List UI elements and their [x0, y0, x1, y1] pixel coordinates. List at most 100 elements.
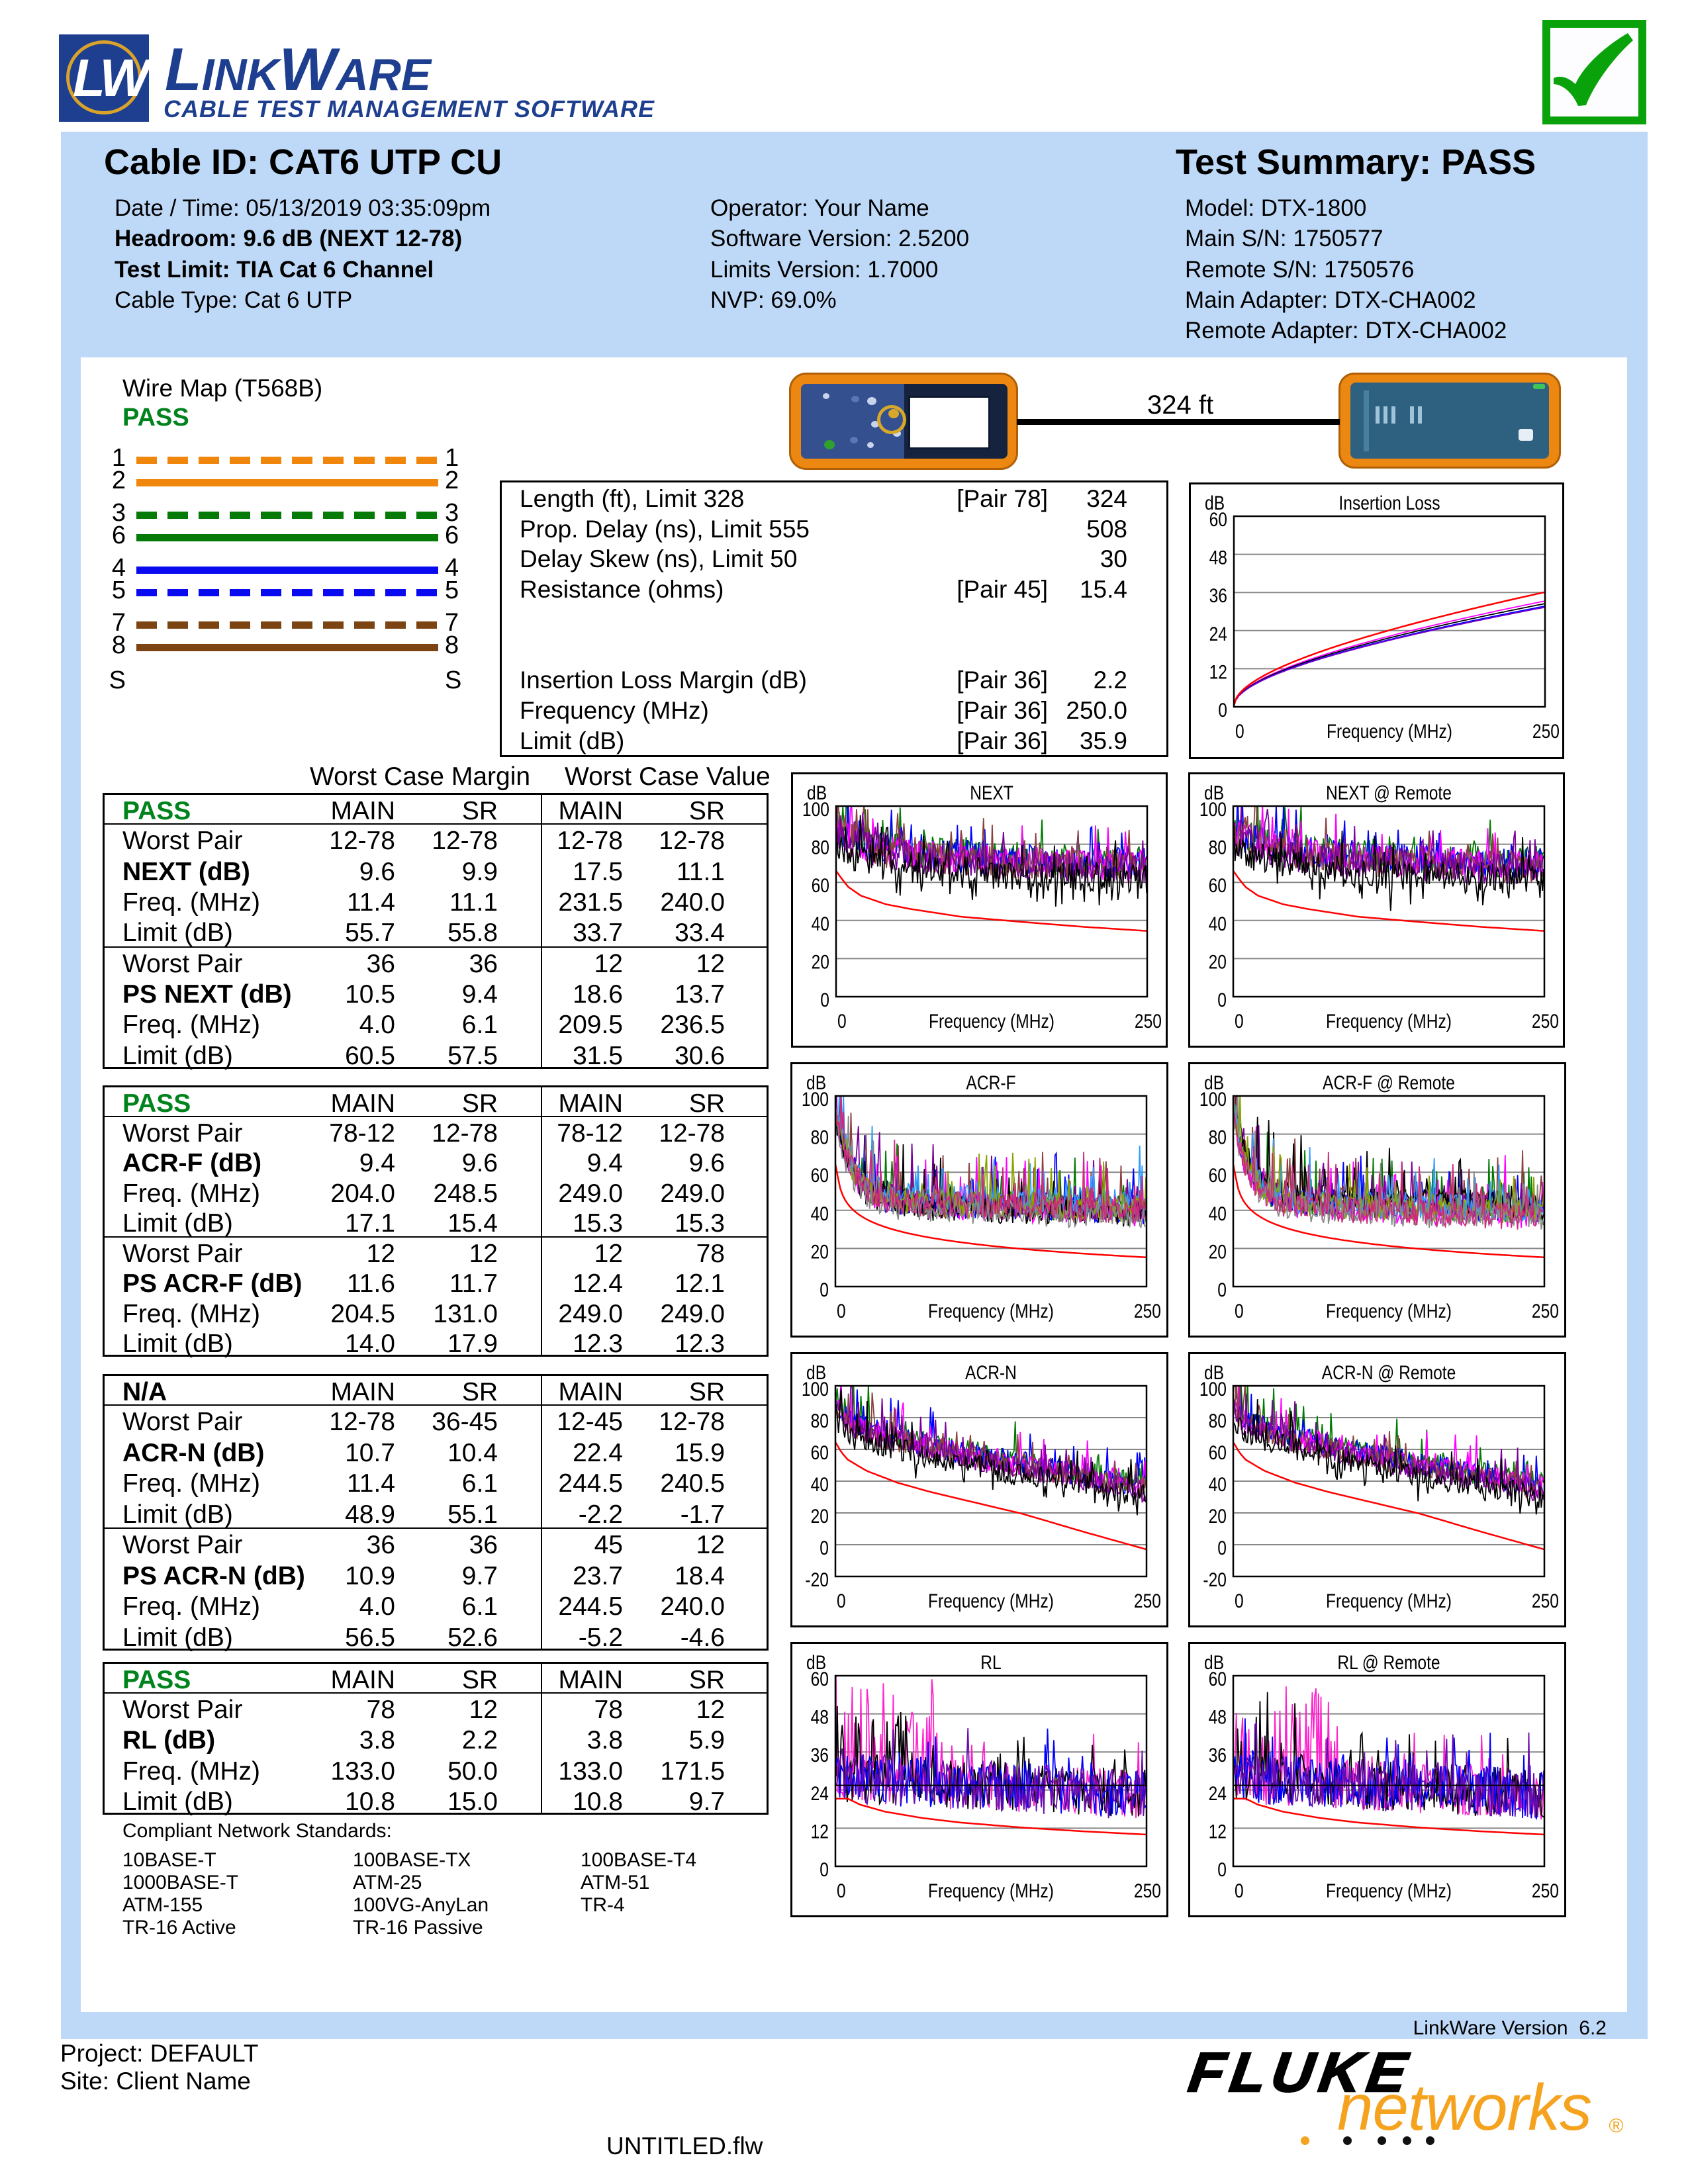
svg-text:60: 60 [1209, 508, 1227, 531]
svg-text:-20: -20 [1203, 1569, 1227, 1591]
svg-text:80: 80 [1209, 836, 1227, 858]
svg-text:20: 20 [1209, 1505, 1227, 1527]
svg-text:60: 60 [1209, 1441, 1227, 1464]
svg-text:20: 20 [812, 950, 829, 973]
svg-text:80: 80 [812, 836, 829, 858]
svg-text:dB: dB [806, 1071, 826, 1094]
svg-text:20: 20 [1209, 1240, 1227, 1263]
svg-text:ACR-N: ACR-N [965, 1361, 1017, 1384]
svg-text:12: 12 [1209, 1820, 1227, 1843]
svg-text:60: 60 [812, 874, 829, 897]
svg-text:12: 12 [1209, 660, 1227, 683]
svg-text:80: 80 [1209, 1126, 1227, 1148]
svg-text:250: 250 [1532, 1010, 1559, 1032]
svg-text:250: 250 [1134, 1300, 1161, 1322]
svg-text:48: 48 [811, 1706, 829, 1728]
svg-text:20: 20 [1209, 950, 1227, 973]
svg-text:Insertion Loss: Insertion Loss [1338, 492, 1440, 514]
svg-text:100: 100 [802, 1088, 829, 1111]
svg-text:dB: dB [1204, 1651, 1224, 1674]
svg-text:24: 24 [1209, 622, 1227, 645]
svg-text:60: 60 [811, 1441, 829, 1464]
svg-text:250: 250 [1134, 1880, 1161, 1902]
svg-text:40: 40 [811, 1473, 829, 1496]
svg-text:dB: dB [1204, 1361, 1224, 1384]
svg-text:dB: dB [806, 1651, 826, 1674]
svg-text:0: 0 [1235, 1880, 1244, 1902]
svg-text:36: 36 [811, 1744, 829, 1766]
svg-text:12: 12 [811, 1820, 829, 1843]
svg-text:60: 60 [1209, 874, 1227, 897]
svg-text:60: 60 [811, 1164, 829, 1187]
svg-text:ACR-F @ Remote: ACR-F @ Remote [1323, 1071, 1455, 1094]
svg-text:24: 24 [1209, 1782, 1227, 1804]
svg-text:0: 0 [1217, 1279, 1227, 1301]
svg-text:RL: RL [980, 1651, 1001, 1674]
svg-text:100: 100 [802, 1378, 829, 1400]
svg-text:-20: -20 [805, 1569, 829, 1591]
svg-text:48: 48 [1209, 1706, 1227, 1728]
svg-text:250: 250 [1532, 720, 1560, 743]
svg-text:20: 20 [811, 1505, 829, 1527]
svg-text:dB: dB [1204, 782, 1224, 804]
svg-text:36: 36 [1209, 1744, 1227, 1766]
svg-text:Frequency (MHz): Frequency (MHz) [928, 1880, 1054, 1902]
svg-text:40: 40 [811, 1202, 829, 1224]
svg-text:NEXT @ Remote: NEXT @ Remote [1326, 782, 1452, 804]
svg-text:Frequency (MHz): Frequency (MHz) [1326, 1010, 1452, 1032]
svg-text:0: 0 [1217, 1537, 1227, 1559]
svg-text:dB: dB [807, 782, 827, 804]
svg-text:ACR-F: ACR-F [966, 1071, 1015, 1094]
svg-text:100: 100 [1199, 798, 1227, 821]
svg-text:0: 0 [820, 1279, 829, 1301]
svg-text:100: 100 [802, 798, 829, 821]
svg-text:Frequency (MHz): Frequency (MHz) [929, 1010, 1055, 1032]
svg-text:0: 0 [1235, 1300, 1244, 1322]
svg-text:0: 0 [1235, 720, 1244, 743]
svg-text:40: 40 [1209, 912, 1227, 934]
svg-text:RL @ Remote: RL @ Remote [1337, 1651, 1440, 1674]
svg-text:60: 60 [1209, 1668, 1227, 1690]
svg-text:dB: dB [1204, 1071, 1224, 1094]
svg-text:0: 0 [837, 1590, 846, 1612]
svg-text:Frequency (MHz): Frequency (MHz) [928, 1300, 1054, 1322]
svg-text:250: 250 [1532, 1590, 1559, 1612]
svg-text:250: 250 [1134, 1590, 1161, 1612]
svg-text:0: 0 [837, 1010, 847, 1032]
svg-text:250: 250 [1532, 1880, 1559, 1902]
svg-text:0: 0 [820, 1537, 829, 1559]
svg-text:60: 60 [811, 1668, 829, 1690]
svg-text:100: 100 [1199, 1088, 1227, 1111]
svg-text:40: 40 [1209, 1473, 1227, 1496]
svg-text:0: 0 [820, 1858, 829, 1881]
svg-text:20: 20 [811, 1240, 829, 1263]
svg-text:0: 0 [1217, 989, 1227, 1011]
svg-text:40: 40 [1209, 1202, 1227, 1224]
svg-text:Frequency (MHz): Frequency (MHz) [928, 1590, 1054, 1612]
svg-text:ACR-N @ Remote: ACR-N @ Remote [1322, 1361, 1456, 1384]
svg-text:0: 0 [837, 1300, 846, 1322]
svg-text:0: 0 [1235, 1010, 1244, 1032]
svg-text:80: 80 [811, 1410, 829, 1432]
svg-text:Frequency (MHz): Frequency (MHz) [1326, 1590, 1452, 1612]
svg-text:250: 250 [1135, 1010, 1162, 1032]
svg-text:dB: dB [1205, 492, 1225, 514]
svg-text:0: 0 [820, 989, 829, 1011]
svg-text:48: 48 [1209, 546, 1227, 569]
svg-text:24: 24 [811, 1782, 829, 1804]
svg-text:0: 0 [1235, 1590, 1244, 1612]
svg-text:250: 250 [1532, 1300, 1559, 1322]
svg-text:Frequency (MHz): Frequency (MHz) [1326, 1300, 1452, 1322]
svg-text:Frequency (MHz): Frequency (MHz) [1326, 1880, 1452, 1902]
svg-text:0: 0 [1217, 1858, 1227, 1881]
svg-text:100: 100 [1199, 1378, 1227, 1400]
svg-text:dB: dB [806, 1361, 826, 1384]
svg-text:40: 40 [812, 912, 829, 934]
svg-text:80: 80 [1209, 1410, 1227, 1432]
svg-text:0: 0 [837, 1880, 846, 1902]
svg-text:0: 0 [1218, 699, 1227, 721]
svg-text:36: 36 [1209, 584, 1227, 607]
svg-text:80: 80 [811, 1126, 829, 1148]
svg-text:Frequency (MHz): Frequency (MHz) [1327, 720, 1452, 743]
svg-text:60: 60 [1209, 1164, 1227, 1187]
